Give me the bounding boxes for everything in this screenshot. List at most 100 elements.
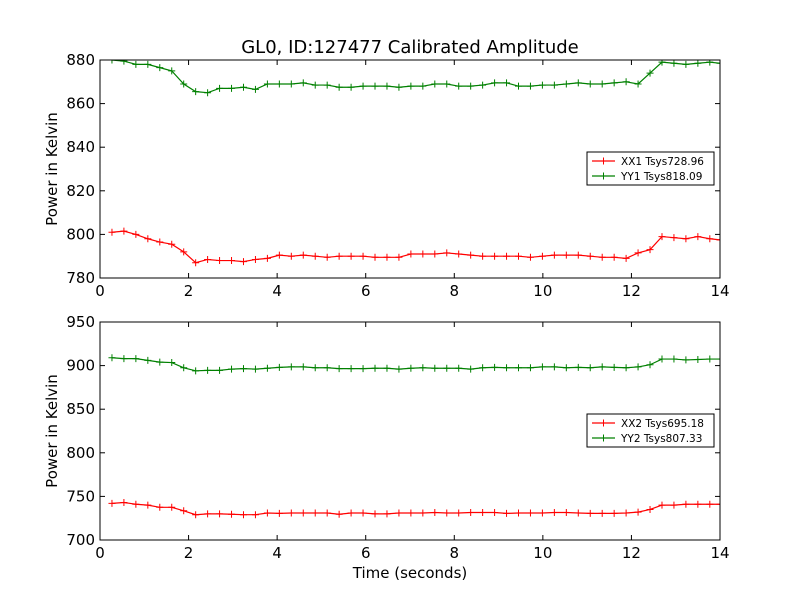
data-point (371, 82, 379, 90)
y-tick-label: 800 (66, 225, 95, 243)
data-point (120, 499, 128, 506)
data-point (658, 501, 666, 509)
data-point (144, 60, 152, 68)
data-point (562, 364, 570, 372)
data-point (287, 509, 295, 517)
data-point (204, 89, 212, 97)
data-point (419, 250, 427, 258)
legend-marker (600, 434, 607, 442)
data-point (455, 250, 463, 258)
data-point (275, 363, 283, 371)
x-tick-label: 0 (95, 282, 105, 300)
data-point (670, 355, 678, 363)
data-point (275, 80, 283, 88)
y-tick-label: 700 (66, 531, 95, 549)
data-point (610, 253, 618, 261)
data-point (395, 83, 403, 91)
data-point (263, 364, 271, 372)
axes-frame (99, 321, 721, 541)
data-point (168, 240, 176, 248)
data-point (228, 257, 236, 265)
data-point (192, 259, 200, 267)
data-point (694, 233, 702, 241)
y-tick-label: 900 (66, 357, 95, 375)
data-point (287, 252, 295, 260)
data-point (598, 80, 606, 88)
data-point (682, 235, 690, 243)
data-point (371, 253, 379, 261)
data-point (491, 252, 499, 260)
data-point (144, 356, 152, 364)
data-point (407, 250, 415, 258)
data-point (287, 80, 295, 88)
data-point (299, 363, 307, 371)
data-point (646, 361, 654, 369)
data-point (371, 510, 379, 518)
data-point (716, 355, 720, 363)
data-point (574, 509, 582, 517)
data-point (622, 509, 630, 517)
data-point (216, 84, 224, 92)
data-point (311, 81, 319, 89)
data-point (180, 80, 188, 88)
data-point (120, 227, 128, 235)
data-point (538, 509, 546, 517)
data-point (716, 500, 720, 508)
data-point (407, 82, 415, 90)
legend-box (586, 151, 715, 186)
data-point (120, 60, 128, 65)
data-point (598, 509, 606, 517)
data-point (716, 60, 720, 67)
data-point (192, 88, 200, 96)
data-point (670, 60, 678, 67)
data-point (156, 358, 164, 366)
data-point (658, 233, 666, 241)
data-point (431, 250, 439, 258)
data-point (479, 509, 487, 517)
data-point (132, 230, 140, 238)
data-point (455, 82, 463, 90)
x-axis-label: Time (seconds) (352, 564, 468, 582)
data-point (431, 364, 439, 372)
y-tick-label: 800 (66, 444, 95, 462)
data-point (562, 509, 570, 517)
data-point (538, 363, 546, 371)
data-point (503, 509, 511, 517)
data-point (682, 356, 690, 364)
legend: XX1 Tsys728.96 YY1 Tsys818.09 (586, 151, 715, 186)
data-point (275, 251, 283, 259)
data-point (622, 254, 630, 262)
data-point (180, 364, 188, 372)
data-point (108, 499, 116, 507)
data-point (275, 509, 283, 517)
data-point (251, 85, 259, 93)
data-point (562, 251, 570, 259)
data-point (180, 507, 188, 515)
data-point (263, 509, 271, 517)
data-point (323, 364, 331, 372)
data-point (670, 234, 678, 242)
x-tick-label: 4 (272, 544, 282, 562)
x-tick-label: 10 (533, 544, 552, 562)
legend-label: XX2 Tsys695.18 (621, 418, 704, 430)
data-point (503, 252, 511, 260)
data-point (443, 364, 451, 372)
x-tick-label: 14 (710, 282, 729, 300)
series-2 (108, 354, 720, 375)
y-tick-label: 750 (66, 487, 95, 505)
legend-label: XX1 Tsys728.96 (621, 156, 704, 168)
data-point (526, 509, 534, 517)
data-point (347, 252, 355, 260)
data-point (347, 83, 355, 91)
data-point (526, 364, 534, 372)
data-point (586, 509, 594, 517)
data-point (706, 235, 714, 243)
data-point (503, 364, 511, 372)
data-point (443, 509, 451, 517)
data-point (586, 364, 594, 372)
data-point (263, 80, 271, 88)
data-point (251, 255, 259, 263)
data-point (311, 252, 319, 260)
